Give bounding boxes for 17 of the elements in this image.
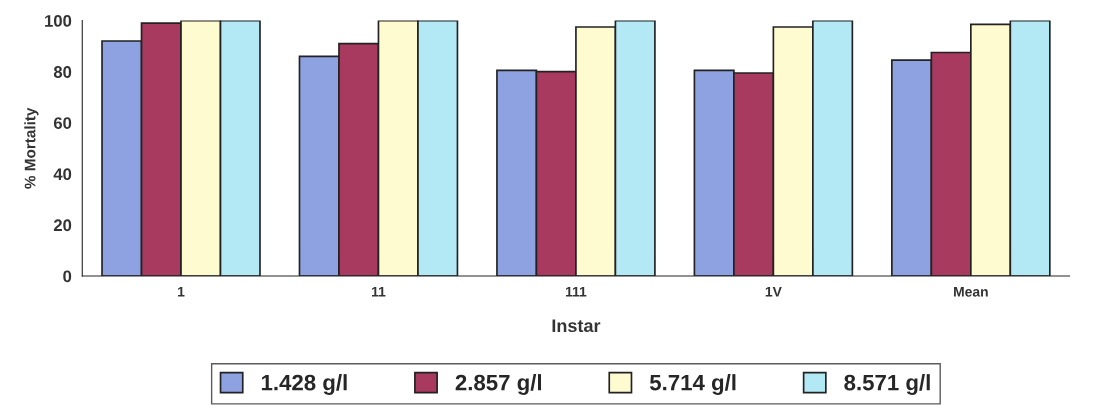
x-tick-label: 1V xyxy=(765,286,782,297)
y-tick-label: 60 xyxy=(53,117,72,129)
y-axis-title: % Mortality xyxy=(24,107,39,189)
x-tick-label: 111 xyxy=(565,286,587,297)
x-tick-label: 11 xyxy=(372,286,386,297)
legend-label: 8.571 g/l xyxy=(844,374,930,395)
legend-label: 5.714 g/l xyxy=(649,374,736,395)
y-tick-label: 40 xyxy=(53,168,72,181)
y-tick-label: 0 xyxy=(63,270,72,283)
y-tick-label: 100 xyxy=(45,15,72,27)
legend-label: 2.857 g/l xyxy=(455,374,542,395)
legend-label: 1.428 g/l xyxy=(261,374,347,395)
y-tick-label: 20 xyxy=(53,219,72,232)
x-axis-title: Instar xyxy=(552,319,601,333)
y-tick-label: 80 xyxy=(53,66,72,78)
x-tick-label: Mean xyxy=(954,286,988,297)
x-tick-label: 1 xyxy=(178,286,185,297)
